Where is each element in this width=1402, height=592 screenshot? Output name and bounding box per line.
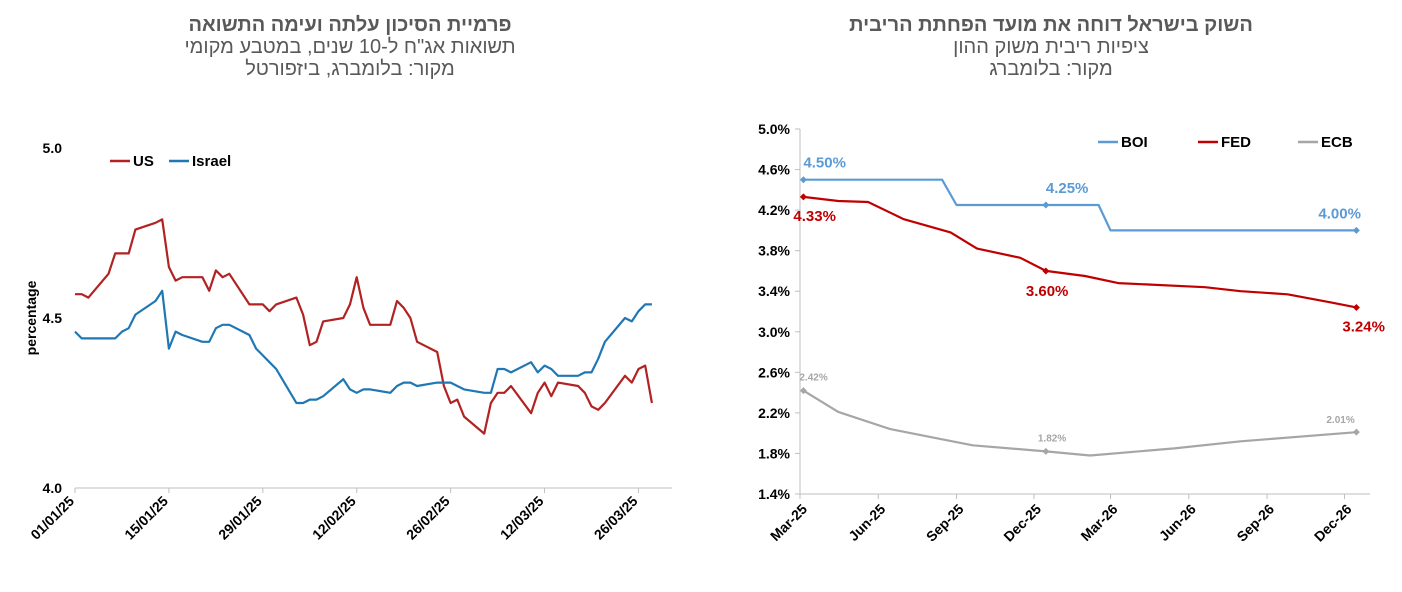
data-label-fed: 3.24%: [1342, 318, 1385, 335]
left-chart-source: מקור: בלומברג, ביזפורטל: [245, 58, 455, 80]
left-chart-panel: פרמיית הסיכון עלתה ועימה התשואה תשואות א…: [0, 0, 700, 592]
x-tick-label: Mar-25: [767, 501, 810, 544]
legend-label-ecb: ECB: [1321, 134, 1353, 151]
right-chart-source: מקור: בלומברג: [989, 58, 1113, 80]
right-chart-subtitle: ציפיות ריבית משוק ההון: [953, 36, 1149, 58]
left-chart-title: פרמיית הסיכון עלתה ועימה התשואה: [188, 14, 512, 36]
data-marker-fed: [1042, 267, 1050, 275]
data-label-boi: 4.50%: [803, 155, 846, 172]
y-tick-label: 5.0%: [758, 121, 790, 137]
legend-label-us: US: [133, 153, 154, 170]
y-tick-label: 1.8%: [758, 445, 790, 461]
data-label-ecb: 1.82%: [1038, 433, 1066, 444]
data-marker-boi: [799, 176, 807, 184]
x-tick-label: Dec-25: [1000, 501, 1044, 545]
x-tick-label: Sep-26: [1233, 501, 1277, 545]
legend-label-fed: FED: [1221, 134, 1251, 151]
x-tick-label: 26/03/25: [591, 493, 641, 543]
series-line-us: [75, 218, 653, 435]
y-tick-label: 2.2%: [758, 405, 790, 421]
x-tick-label: 15/01/25: [121, 493, 171, 543]
right-chart-titles: השוק בישראל דוחה את מועד הפחתת הריבית צי…: [700, 14, 1402, 80]
y-tick-label: 4.2%: [758, 202, 790, 218]
right-chart-title: השוק בישראל דוחה את מועד הפחתת הריבית: [849, 14, 1253, 36]
left-chart-subtitle: תשואות אג"ח ל-10 שנים, במטבע מקומי: [184, 36, 516, 58]
data-label-boi: 4.00%: [1318, 205, 1361, 222]
y-tick-label: 3.4%: [758, 283, 790, 299]
right-chart-svg: 1.4% 1.8% 2.2% 2.6% 3.0% 3.4% 3.8% 4.2% 4.6% 5.0%…: [758, 121, 1385, 545]
x-tick-label: 12/02/25: [309, 493, 359, 543]
y-tick-label: 1.4%: [758, 486, 790, 502]
y-tick-label: 4.5: [43, 310, 63, 326]
y-tick-label: 5.0: [43, 140, 63, 156]
data-label-ecb: 2.01%: [1326, 415, 1354, 426]
x-tick-label: 29/01/25: [215, 493, 265, 543]
y-tick-label: 4.0: [43, 480, 63, 496]
x-tick-label: 01/01/25: [27, 493, 77, 543]
data-marker-ecb: [1042, 447, 1050, 455]
legend-label-boi: BOI: [1121, 134, 1148, 151]
x-tick-label: Dec-26: [1311, 501, 1355, 545]
y-tick-label: 4.6%: [758, 162, 790, 178]
left-chart-titles: פרמיית הסיכון עלתה ועימה התשואה תשואות א…: [0, 14, 700, 80]
y-tick-label: 3.0%: [758, 324, 790, 340]
data-marker-boi: [1352, 226, 1360, 234]
y-tick-label: 2.6%: [758, 364, 790, 380]
data-marker-fed: [1352, 303, 1360, 311]
series-line-israel: [74, 289, 652, 405]
x-tick-label: Mar-26: [1077, 501, 1120, 544]
data-marker-boi: [1042, 201, 1050, 209]
data-label-boi: 4.25%: [1046, 180, 1089, 197]
y-tick-label: 3.8%: [758, 243, 790, 259]
legend-label-israel: Israel: [192, 153, 231, 170]
x-tick-label: Jun-26: [1156, 501, 1199, 544]
data-label-fed: 4.33%: [793, 208, 836, 225]
data-marker-ecb: [1352, 428, 1360, 436]
series-line-ecb: [802, 389, 1357, 457]
data-marker-fed: [799, 193, 807, 201]
x-tick-label: Jun-25: [845, 501, 888, 544]
data-label-ecb: 2.42%: [799, 373, 827, 384]
data-marker-ecb: [799, 387, 807, 395]
data-label-fed: 3.60%: [1026, 283, 1069, 300]
y-axis-label: percentage: [23, 280, 39, 355]
x-tick-label: 26/02/25: [403, 493, 453, 543]
x-tick-label: 12/03/25: [497, 493, 547, 543]
right-chart-panel: השוק בישראל דוחה את מועד הפחתת הריבית צי…: [700, 0, 1402, 592]
left-chart-svg: 4.0 4.5 5.0 01/01/25 15/01/25 29/01/25 12/02/2…: [23, 140, 672, 543]
series-line-fed: [803, 195, 1357, 309]
x-tick-label: Sep-25: [923, 501, 967, 545]
